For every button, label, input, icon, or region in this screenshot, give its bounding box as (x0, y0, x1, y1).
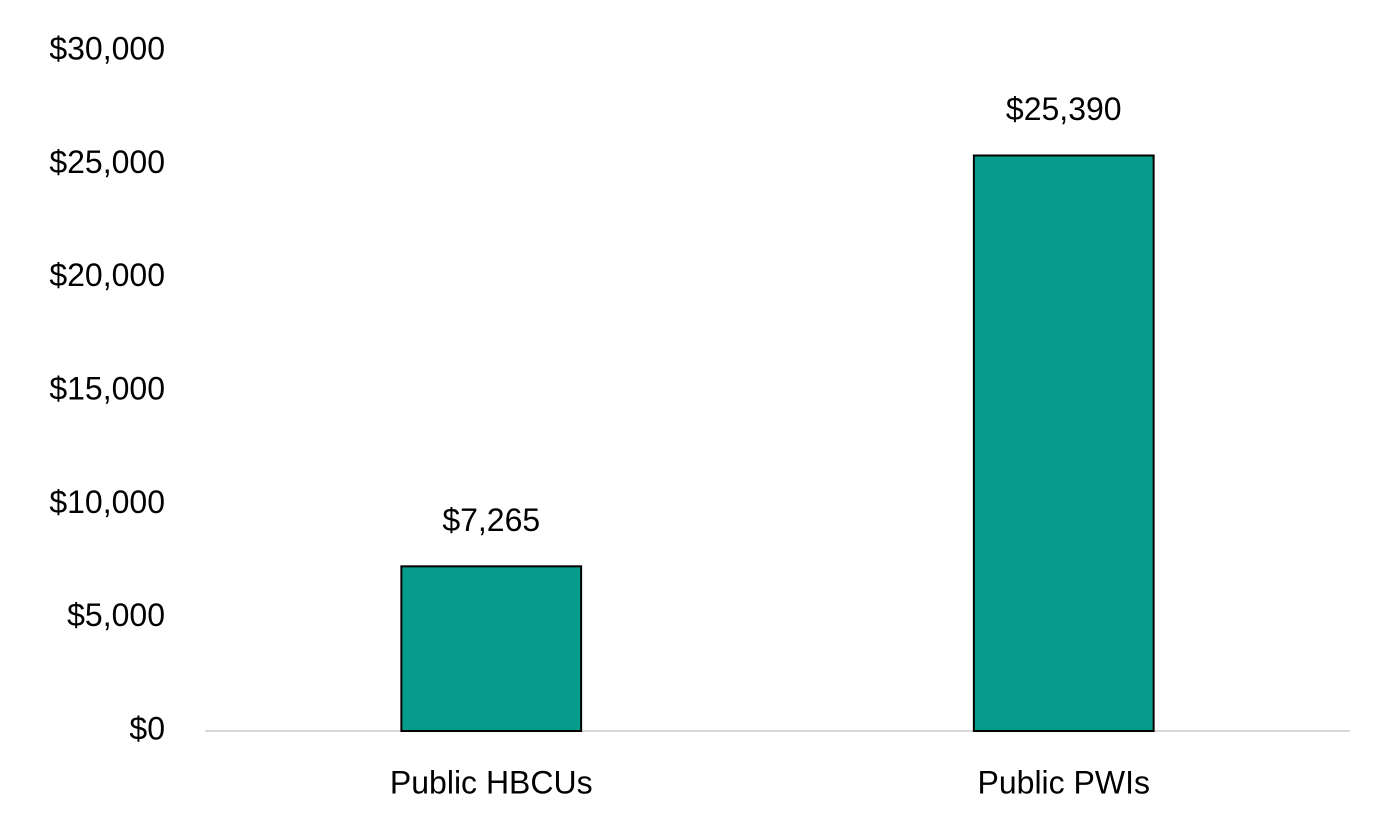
y-tick-label: $25,000 (49, 144, 165, 180)
x-tick-label: Public PWIs (978, 764, 1150, 800)
data-label: $7,265 (442, 502, 540, 538)
y-tick-label: $15,000 (49, 370, 165, 406)
y-tick-label: $30,000 (49, 30, 165, 66)
data-label: $25,390 (1006, 91, 1122, 127)
y-tick-label: $10,000 (49, 484, 165, 520)
x-tick-label: Public HBCUs (390, 764, 593, 800)
y-tick-label: $0 (129, 710, 165, 746)
y-tick-label: $20,000 (49, 257, 165, 293)
y-tick-label: $5,000 (67, 597, 165, 633)
bar (400, 565, 583, 732)
bar (972, 154, 1155, 732)
